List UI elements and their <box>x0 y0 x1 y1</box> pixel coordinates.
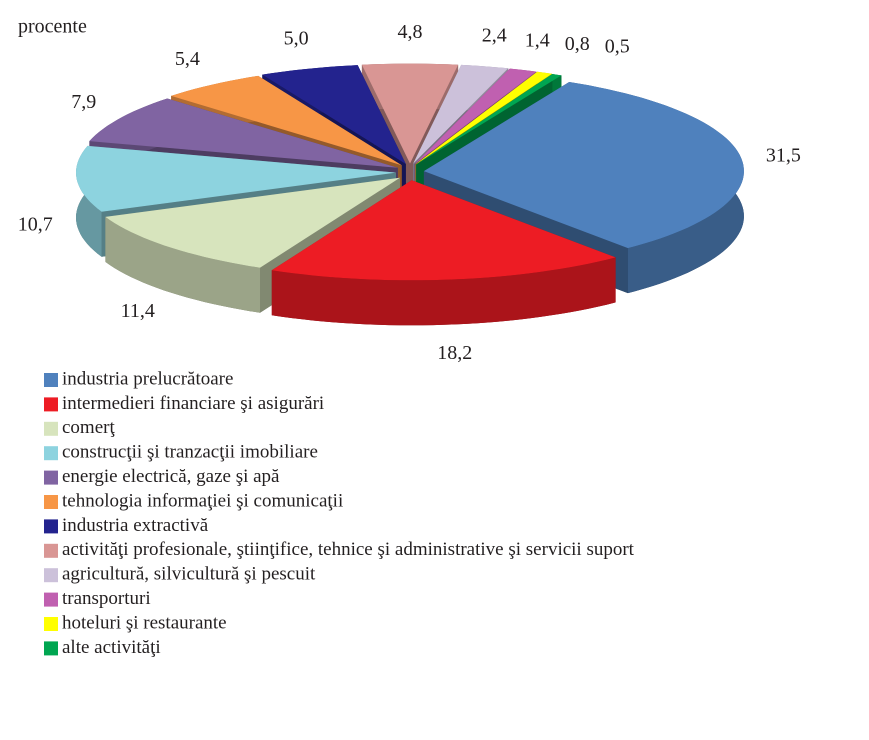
slice <box>171 75 402 166</box>
slice <box>415 71 552 165</box>
slice <box>416 74 562 165</box>
slice <box>262 65 406 164</box>
data-label: 4,8 <box>398 21 423 43</box>
legend-swatch <box>44 592 58 607</box>
legend-swatch <box>44 543 58 558</box>
slice-side <box>105 216 261 313</box>
legend-label: intermedieri financiare şi asigurări <box>62 393 324 414</box>
data-label: 11,4 <box>121 300 155 322</box>
legend-label: industria prelucrătoare <box>62 368 233 389</box>
legend-swatch <box>44 641 58 656</box>
slice <box>89 98 398 168</box>
legend-swatch <box>44 470 58 485</box>
legend-label: agricultură, silvicultură şi pescuit <box>62 564 316 585</box>
data-label: 7,9 <box>71 91 96 113</box>
data-label: 0,8 <box>565 33 590 55</box>
data-label: 31,5 <box>766 144 801 166</box>
chart-subtitle: procente <box>18 16 87 38</box>
legend-swatch <box>44 568 58 583</box>
legend-swatch <box>44 446 58 461</box>
legend-swatch <box>44 519 58 534</box>
legend-label: construcţii şi tranzacţii imobiliare <box>62 442 318 463</box>
legend-swatch <box>44 397 58 412</box>
data-label: 18,2 <box>437 342 472 364</box>
data-label: 0,5 <box>605 35 630 57</box>
data-label: 10,7 <box>18 214 53 236</box>
legend-swatch <box>44 495 58 509</box>
slice <box>413 64 509 164</box>
legend-label: tehnologia informaţiei şi comunicaţii <box>62 490 343 511</box>
slice <box>271 180 616 326</box>
data-label: 2,4 <box>482 25 507 47</box>
legend-label: comerţ <box>62 417 115 438</box>
data-label: 5,4 <box>175 48 200 70</box>
legend-label: industria extractivă <box>62 515 209 536</box>
legend-label: alte activităţi <box>62 637 161 658</box>
slice <box>271 180 616 281</box>
slice <box>361 63 459 164</box>
legend-swatch <box>44 421 58 436</box>
slice <box>414 68 537 165</box>
legend-label: energie electrică, gaze şi apă <box>62 466 280 487</box>
data-label: 5,0 <box>284 28 309 50</box>
legend-label: hoteluri şi restaurante <box>62 612 227 633</box>
slice <box>76 145 396 212</box>
data-label: 1,4 <box>525 29 550 51</box>
legend-label: transporturi <box>62 588 151 609</box>
legend-swatch <box>44 617 58 631</box>
slice <box>105 177 400 268</box>
slice-side <box>271 257 616 326</box>
legend-swatch <box>44 373 58 387</box>
legend-label: activităţi profesionale, ştiinţifice, te… <box>62 539 635 560</box>
slice <box>423 82 744 249</box>
